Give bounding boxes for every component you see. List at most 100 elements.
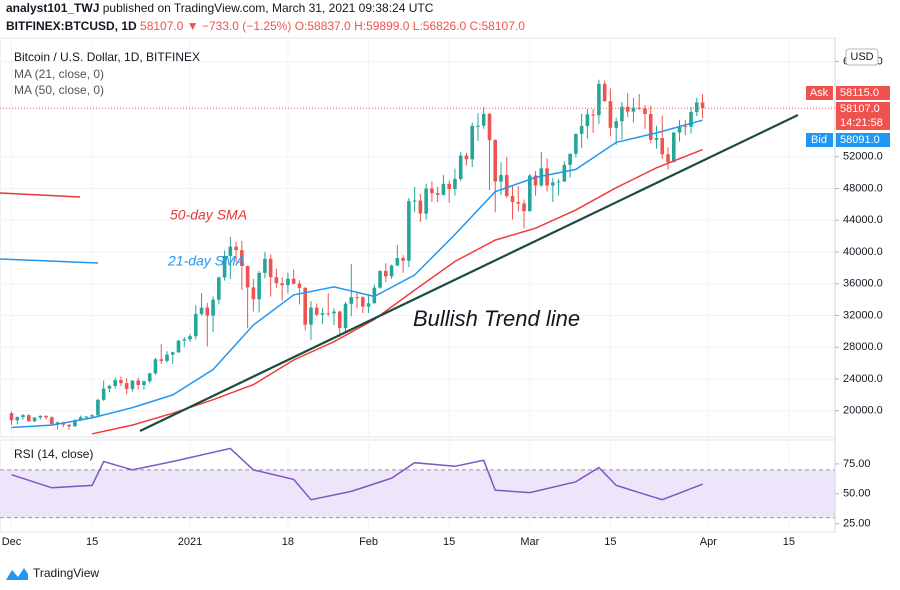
trend-line (139, 114, 799, 432)
annotation: 50-day SMA (170, 207, 247, 223)
candle-body (257, 272, 261, 300)
candle-body (193, 313, 198, 337)
candle-body (268, 258, 273, 278)
candle-body (147, 373, 152, 382)
candle-body (124, 383, 129, 389)
candle-body (389, 265, 394, 277)
candle-body (263, 258, 267, 273)
candle-body (332, 311, 336, 314)
candle-body (234, 246, 238, 251)
candle-body (314, 307, 319, 315)
candle-body (228, 246, 233, 256)
candle-body (631, 107, 636, 112)
candle-body (326, 313, 331, 315)
marker-tag (806, 133, 833, 147)
candle-body (504, 174, 509, 197)
candle-body (217, 277, 221, 300)
candle-body (44, 415, 48, 418)
candle-body (32, 417, 37, 422)
price-marker (836, 102, 890, 130)
symbol-line: BITFINEX:BTCUSD, 1D 58107.0 ▼ −733.0 (−1… (6, 19, 525, 33)
y-tick-label: 32000.0 (843, 309, 883, 321)
price-panel (0, 37, 836, 438)
candle-body (130, 380, 135, 389)
x-tick-label: 15 (604, 536, 616, 548)
line-series (11, 447, 703, 501)
candle-body (401, 258, 405, 261)
candle-body (458, 155, 463, 179)
x-tick-label: 2021 (178, 536, 202, 548)
price-marker-label: 58107.0 (840, 103, 880, 115)
candle-body (159, 359, 164, 361)
candle-body (435, 193, 440, 195)
x-tick-label: 15 (86, 536, 98, 548)
candle-body (67, 424, 71, 427)
candle-body (694, 102, 699, 113)
candle-body (476, 125, 480, 127)
change: 58107.0 ▼ −733.0 (−1.25%) (140, 19, 291, 33)
candle-body (245, 265, 250, 288)
candle-body (55, 422, 60, 425)
candle-body (700, 102, 705, 109)
candle-body (303, 287, 308, 325)
candle-body (96, 399, 100, 416)
rsi-tick-label: 50.00 (843, 488, 871, 500)
candle-body (510, 196, 515, 203)
x-tick-label: Dec (2, 536, 22, 548)
candle-body (153, 359, 158, 374)
x-tick-label: 15 (783, 536, 795, 548)
candle-body (424, 188, 428, 214)
candle-body (21, 415, 25, 418)
y-tick-label: 20000.0 (843, 405, 883, 417)
y-tick-label: 36000.0 (843, 278, 883, 290)
candle-body (481, 113, 486, 126)
price-marker (836, 86, 890, 100)
candle-body (176, 340, 181, 353)
x-tick-label: Feb (359, 536, 378, 548)
candle-body (493, 140, 498, 182)
published: published on TradingView.com, March 31, … (103, 1, 434, 15)
marker-name: Bid (811, 134, 827, 146)
candle-body (320, 313, 325, 315)
candle-body (349, 297, 354, 304)
candle-body (73, 420, 77, 427)
candle-body (211, 299, 215, 316)
candle-body (188, 336, 192, 340)
drawing (0, 258, 99, 264)
y-tick-label: 28000.0 (843, 341, 883, 353)
candle-body (107, 385, 112, 389)
y-tick-label: 48000.0 (843, 182, 883, 194)
candle-body (654, 138, 659, 140)
candle-body (441, 183, 446, 195)
candle-body (412, 200, 417, 202)
candle-body (689, 112, 693, 127)
legend-entry: MA (50, close, 0) (14, 83, 104, 97)
candle-body (660, 138, 665, 155)
candle-body (591, 114, 595, 116)
y-tick-label: 24000.0 (843, 373, 883, 385)
candle-body (464, 155, 469, 160)
annotation: 21-day SMA (167, 253, 245, 269)
candle-body (84, 416, 89, 418)
candle-body (90, 415, 94, 417)
x-tick-label: Mar (520, 536, 539, 548)
candle-body (625, 106, 630, 112)
ohlc: O:58837.0 H:59899.0 L:56826.0 C:58107.0 (295, 19, 526, 33)
chart-area: Dec 15 2021 18 Feb 15 Mar 15 Apr 15 75.00 50.00 25.0… (0, 37, 892, 548)
candle-body (470, 125, 475, 160)
logo: TradingView (6, 566, 99, 580)
drawing (0, 192, 81, 198)
candle-body (608, 101, 613, 128)
x-tick-label: 18 (282, 536, 294, 548)
candle-body (113, 380, 117, 386)
marker-name: Ask (810, 87, 829, 99)
candle-body (527, 175, 532, 212)
candle-body (568, 153, 572, 165)
candle-body (487, 113, 492, 141)
candle-body (648, 114, 653, 140)
line-series (11, 119, 703, 429)
candle-body (15, 417, 20, 421)
symbol: BITFINEX:BTCUSD, 1D (6, 19, 137, 33)
candle-body (309, 307, 313, 325)
